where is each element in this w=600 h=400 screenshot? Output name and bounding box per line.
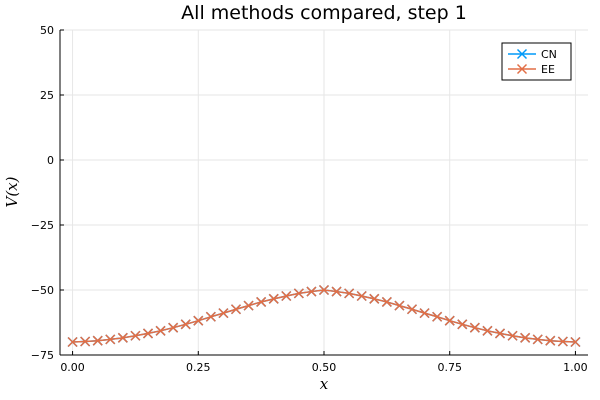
- data-point-ee: [67, 336, 78, 348]
- data-point-ee: [532, 334, 543, 345]
- series-ee: [67, 284, 581, 348]
- data-point-ee: [293, 288, 304, 299]
- data-point-ee: [356, 290, 367, 302]
- data-point-ee: [369, 293, 380, 304]
- y-tick-label: −50: [31, 284, 54, 297]
- data-point-ee: [557, 336, 568, 347]
- data-point-ee: [205, 311, 216, 322]
- legend-item-ee: EE: [508, 63, 555, 76]
- data-point-ee: [331, 286, 342, 297]
- x-tick-label: 0.75: [437, 361, 462, 374]
- y-tick-label: 50: [40, 24, 54, 37]
- y-tick-label: 25: [40, 89, 54, 102]
- data-point-ee: [419, 308, 430, 319]
- data-point-ee: [130, 330, 141, 341]
- x-axis-label: x: [320, 375, 329, 393]
- legend-item-cn: CN: [508, 48, 557, 61]
- data-point-ee: [155, 325, 166, 336]
- data-point-ee: [406, 304, 418, 315]
- data-point-ee: [381, 296, 392, 307]
- data-point-ee: [545, 335, 556, 346]
- data-point-ee: [306, 286, 317, 297]
- x-tick-label: 0.25: [186, 361, 211, 374]
- legend-label: CN: [541, 48, 557, 61]
- data-point-ee: [494, 328, 506, 339]
- data-point-ee: [230, 304, 242, 315]
- data-point-ee: [105, 334, 116, 345]
- data-point-ee: [243, 300, 254, 311]
- data-point-ee: [281, 290, 292, 302]
- legend: CN EE: [501, 42, 572, 81]
- x-tick-label: 1.00: [563, 361, 588, 374]
- data-point-ee: [344, 288, 355, 299]
- legend-box: [501, 42, 572, 81]
- data-point-ee: [142, 328, 154, 339]
- x-tick-label: 0.00: [60, 361, 85, 374]
- chart-title: All methods compared, step 1: [181, 2, 467, 24]
- data-point-ee: [570, 336, 581, 348]
- data-point-ee: [520, 332, 531, 343]
- data-point-ee: [92, 335, 103, 346]
- data-point-ee: [168, 322, 179, 333]
- data-point-ee: [80, 336, 91, 347]
- legend-marker-icon: [516, 48, 528, 60]
- y-tick-label: −25: [31, 219, 54, 232]
- data-point-ee: [268, 293, 279, 304]
- data-point-ee: [117, 332, 128, 343]
- data-point-ee: [318, 284, 330, 296]
- legend-entries: CN EE: [508, 48, 557, 76]
- data-point-ee: [432, 311, 443, 322]
- data-point-ee: [193, 315, 204, 326]
- data-point-ee: [444, 315, 455, 326]
- x-tick-label: 0.50: [312, 361, 337, 374]
- data-point-ee: [218, 308, 229, 319]
- data-point-ee: [469, 322, 480, 333]
- data-point-ee: [482, 325, 493, 336]
- data-point-ee: [457, 319, 468, 330]
- y-tick-label: 0: [47, 154, 54, 167]
- ticks-layer: 0.00 0.25 0.50 0.75 1.00 50 25 0 −25 −50 −75: [31, 24, 588, 374]
- y-tick-label: −75: [31, 349, 54, 362]
- data-point-ee: [256, 296, 267, 307]
- legend-marker-icon: [516, 63, 528, 75]
- data-point-ee: [180, 319, 191, 330]
- series-layer: [67, 284, 581, 348]
- data-point-ee: [394, 300, 405, 311]
- legend-label: EE: [541, 63, 555, 76]
- data-point-ee: [507, 330, 518, 341]
- y-axis-label: V(x): [3, 176, 21, 207]
